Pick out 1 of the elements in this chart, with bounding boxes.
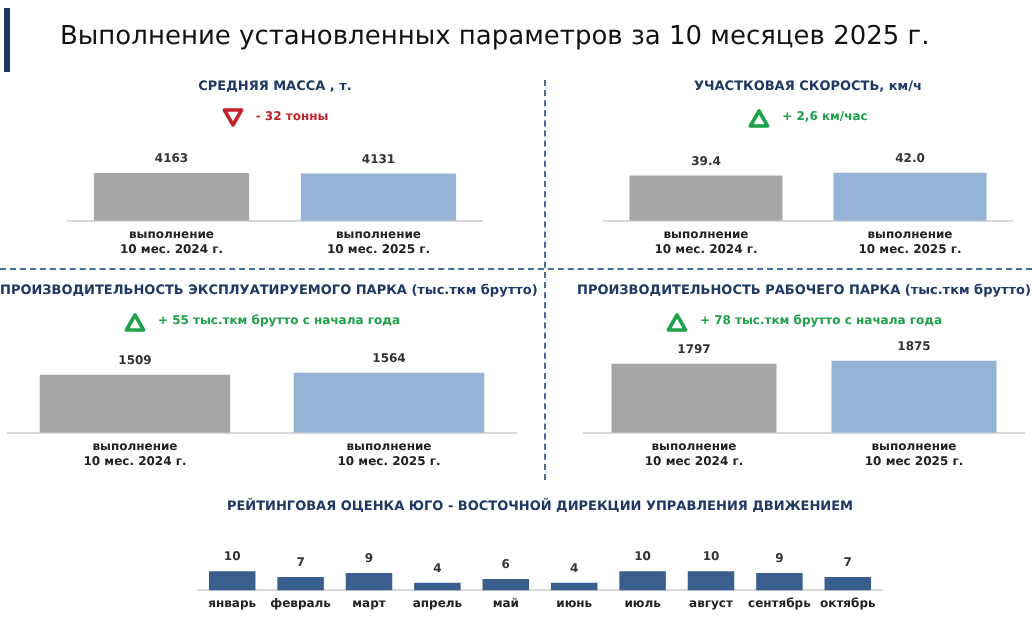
text: Выполнение установленных параметров за 10 месяцев 2025 г.: [60, 22, 930, 52]
